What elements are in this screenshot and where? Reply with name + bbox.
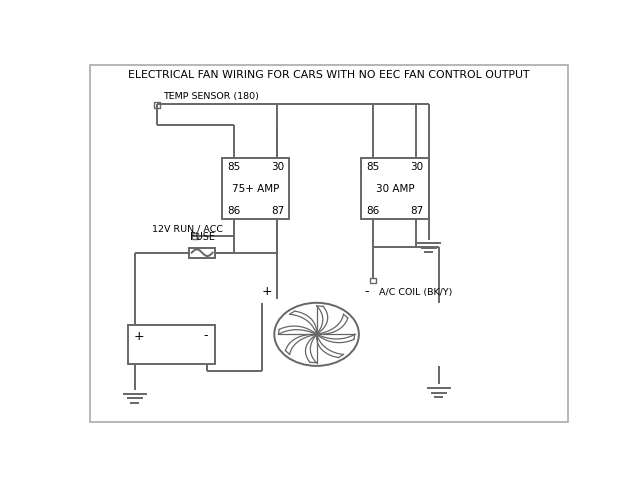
Text: -: -: [364, 285, 369, 298]
Text: 85: 85: [367, 162, 379, 172]
Text: -: -: [204, 330, 208, 343]
Bar: [361, 158, 429, 219]
Text: ELECTRICAL FAN WIRING FOR CARS WITH NO EEC FAN CONTROL OUTPUT: ELECTRICAL FAN WIRING FOR CARS WITH NO E…: [128, 69, 530, 80]
Text: 30 AMP: 30 AMP: [376, 184, 414, 194]
Bar: [222, 158, 289, 219]
Text: 85: 85: [227, 162, 240, 172]
Text: 86: 86: [367, 206, 379, 215]
Text: FUSE: FUSE: [189, 232, 214, 242]
Text: +: +: [261, 285, 272, 298]
Text: TEMP SENSOR (180): TEMP SENSOR (180): [163, 92, 259, 101]
Text: 75+ AMP: 75+ AMP: [232, 184, 279, 194]
Text: 86: 86: [227, 206, 240, 215]
Bar: [128, 325, 214, 364]
Bar: [370, 278, 376, 283]
Text: +: +: [134, 330, 144, 343]
Text: 30: 30: [410, 162, 424, 172]
Bar: [189, 248, 215, 257]
Text: 87: 87: [271, 206, 284, 215]
Bar: [192, 233, 198, 239]
Text: A/C COIL (BK/Y): A/C COIL (BK/Y): [379, 288, 453, 297]
Bar: [154, 102, 160, 108]
Text: 12V RUN / ACC: 12V RUN / ACC: [152, 224, 223, 233]
Text: 30: 30: [271, 162, 284, 172]
Text: 87: 87: [410, 206, 424, 215]
